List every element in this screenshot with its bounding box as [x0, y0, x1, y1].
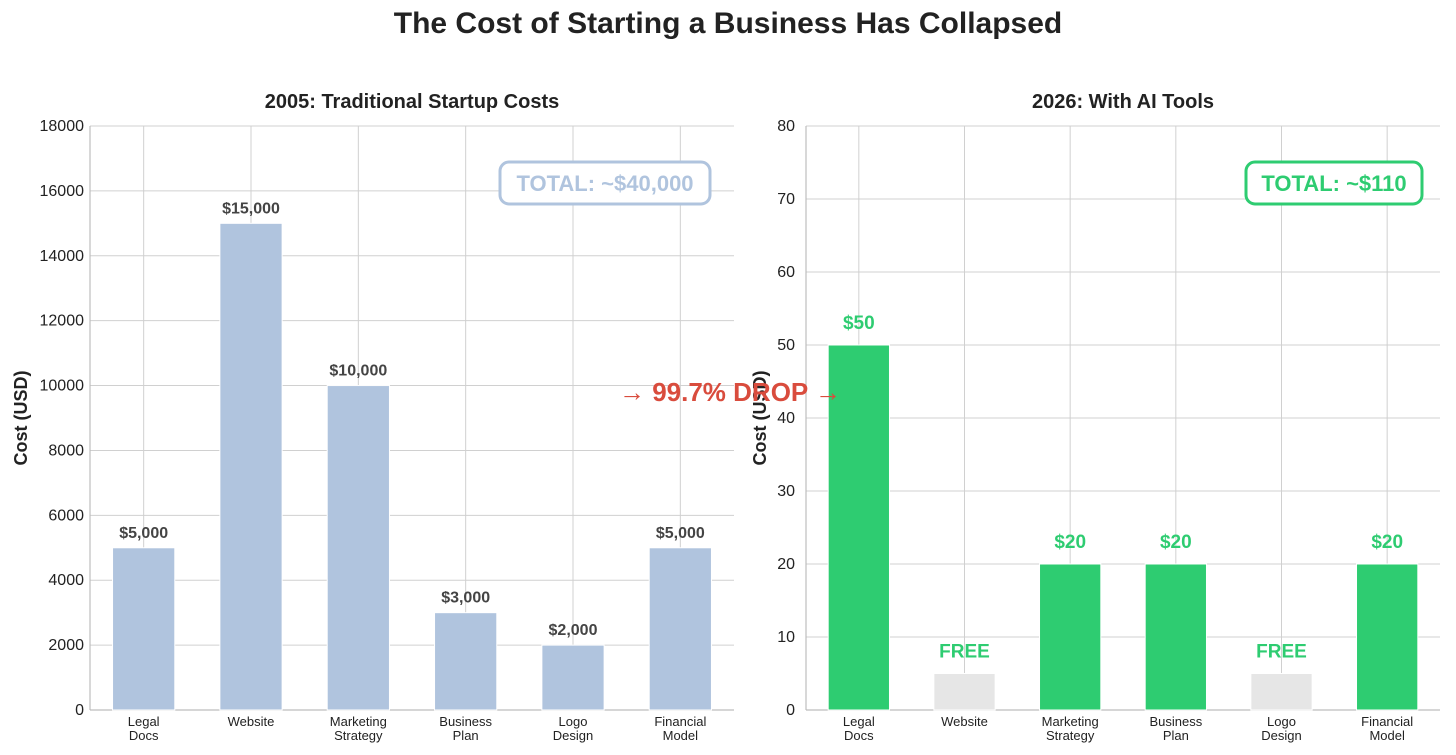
total-box [1244, 160, 1424, 206]
bar [219, 222, 283, 711]
bar [933, 673, 996, 711]
y-tick-label: 60 [777, 264, 795, 281]
bar-value-label: $5,000 [119, 525, 168, 542]
bar [648, 547, 712, 711]
bar-value-label: FREE [1256, 642, 1307, 663]
y-tick-label: 50 [777, 337, 795, 354]
panel-title: 2005: Traditional Startup Costs [265, 91, 560, 113]
chart-panel-1: 0 2000 4000 6000 8000 10000 12000 14000 16000 180… [11, 91, 734, 743]
panel-title: 2026: With AI Tools [1032, 91, 1214, 113]
x-tick-label: Financial Model [1361, 714, 1413, 743]
y-axis-label: Cost (USD) [750, 371, 770, 466]
bar-value-label: $15,000 [222, 200, 280, 217]
x-tick-label: Logo Design [1261, 714, 1301, 743]
bar [1250, 673, 1313, 711]
bar [827, 344, 890, 711]
bar [541, 644, 605, 711]
y-tick-label: 10 [777, 629, 795, 646]
y-tick-label: 6000 [48, 507, 84, 524]
y-tick-label: 4000 [48, 572, 84, 589]
total-box [498, 160, 712, 206]
y-tick-label: 30 [777, 483, 795, 500]
bar [1144, 563, 1207, 711]
y-tick-label: 2000 [48, 637, 84, 654]
bar-value-label: FREE [939, 642, 990, 663]
bar-value-label: $10,000 [329, 363, 387, 380]
bar [434, 612, 498, 711]
bar-value-label: $20 [1160, 532, 1192, 553]
y-tick-label: 10000 [40, 378, 85, 395]
x-tick-label: Marketing Strategy [330, 714, 387, 743]
bar-value-label: $50 [843, 313, 875, 334]
y-tick-label: 16000 [40, 183, 85, 200]
bar [326, 385, 390, 711]
y-tick-label: 0 [786, 702, 795, 719]
y-tick-label: 18000 [40, 118, 85, 135]
x-tick-label: Legal Docs [843, 714, 875, 743]
x-tick-label: Website [228, 714, 275, 729]
y-tick-label: 80 [777, 118, 795, 135]
chart-panel-2: 0 10 20 30 40 50 60 70 80 $50 Legal Docs FREE Website… [750, 91, 1440, 743]
y-tick-label: 40 [777, 410, 795, 427]
bar-value-label: $20 [1054, 532, 1086, 553]
x-tick-label: Logo Design [553, 714, 593, 743]
y-tick-label: 20 [777, 556, 795, 573]
y-tick-label: 14000 [40, 248, 85, 265]
x-tick-label: Financial Model [654, 714, 706, 743]
x-tick-label: Business Plan [1149, 714, 1202, 743]
bar [1356, 563, 1419, 711]
total-label: TOTAL: ~$110 [1261, 171, 1406, 196]
x-tick-label: Marketing Strategy [1042, 714, 1099, 743]
y-axis-label: Cost (USD) [11, 371, 31, 466]
y-tick-label: 8000 [48, 442, 84, 459]
y-tick-label: 12000 [40, 313, 85, 330]
figure-title: The Cost of Starting a Business Has Coll… [393, 7, 1063, 40]
y-tick-label: 0 [75, 702, 84, 719]
y-tick-label: 70 [777, 191, 795, 208]
x-tick-label: Legal Docs [128, 714, 160, 743]
x-tick-label: Website [941, 714, 988, 729]
bar-value-label: $20 [1371, 532, 1403, 553]
total-label: TOTAL: ~$40,000 [516, 171, 693, 196]
x-tick-label: Business Plan [439, 714, 492, 743]
drop-annotation: → 99.7% DROP → [618, 377, 842, 407]
bar [1039, 563, 1102, 711]
bar-value-label: $5,000 [656, 525, 705, 542]
bar [112, 547, 176, 711]
bar-value-label: $3,000 [441, 590, 490, 607]
bar-value-label: $2,000 [549, 622, 598, 639]
